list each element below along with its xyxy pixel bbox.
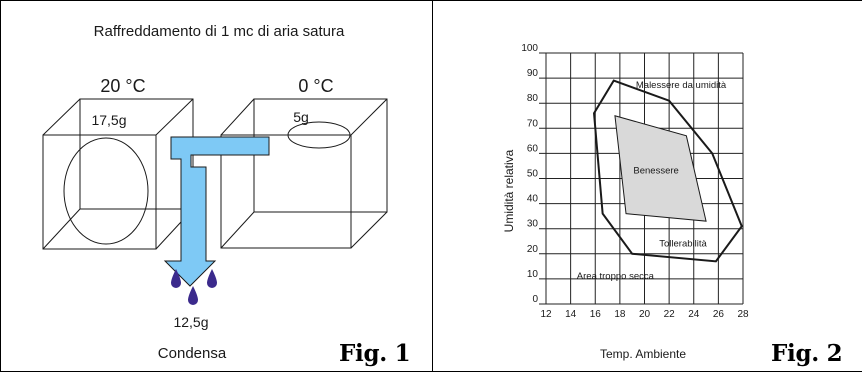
cold-water-ellipse bbox=[287, 121, 351, 149]
y-tick-label: 80 bbox=[527, 93, 539, 104]
warm-water-label: 17,5g bbox=[91, 112, 126, 128]
tolerable-zone-label: Tollerabilità bbox=[659, 238, 707, 249]
y-tick-label: 50 bbox=[527, 169, 539, 180]
figure-1-diagram: Raffreddamento di 1 mc di aria satura 20… bbox=[42, 23, 411, 367]
warm-temperature-label: 20 °C bbox=[100, 76, 145, 96]
x-tick-label: 16 bbox=[590, 309, 602, 320]
comfort-zone-label: Benessere bbox=[633, 165, 678, 176]
x-tick-label: 12 bbox=[540, 309, 552, 320]
comfort-chart: Umidità relativa Temp. Ambiente Fig. 2 1… bbox=[502, 43, 843, 367]
x-tick-label: 20 bbox=[639, 309, 651, 320]
y-tick-label: 30 bbox=[527, 219, 539, 230]
x-tick-label: 26 bbox=[713, 309, 725, 320]
dry-zone-label: Area troppo secca bbox=[577, 271, 655, 282]
warm-water-ellipse bbox=[63, 137, 149, 245]
fig2-label: Fig. 2 bbox=[771, 340, 842, 367]
condensed-water-label: 12,5g bbox=[173, 314, 208, 330]
fig1-caption: Condensa bbox=[158, 345, 227, 362]
flow-arrow-icon bbox=[163, 136, 270, 287]
water-drop-icon bbox=[207, 269, 217, 288]
figure-1-panel: Raffreddamento di 1 mc di aria satura 20… bbox=[0, 0, 433, 372]
y-tick-label: 20 bbox=[527, 244, 539, 255]
tolerable-zone-outline bbox=[592, 79, 743, 263]
warm-air-cube-icon bbox=[42, 98, 194, 250]
cold-temperature-label: 0 °C bbox=[298, 76, 333, 96]
water-drop-icon bbox=[171, 269, 181, 288]
y-tick-label: 100 bbox=[521, 43, 538, 54]
water-drop-icon bbox=[188, 286, 198, 305]
figure-2-panel: Umidità relativa Temp. Ambiente Fig. 2 1… bbox=[432, 0, 862, 372]
chart-xlabel: Temp. Ambiente bbox=[600, 347, 686, 361]
x-tick-label: 14 bbox=[565, 309, 577, 320]
comfort-zone-area bbox=[614, 115, 707, 222]
humid-zone-label: Malessere da umidità bbox=[636, 80, 727, 91]
chart-ylabel: Umidità relativa bbox=[502, 149, 516, 232]
x-tick-label: 18 bbox=[614, 309, 626, 320]
cold-water-label: 5g bbox=[293, 109, 309, 125]
x-tick-label: 28 bbox=[737, 309, 749, 320]
x-tick-label: 24 bbox=[688, 309, 700, 320]
y-tick-label: 10 bbox=[527, 269, 539, 280]
y-tick-label: 60 bbox=[527, 143, 539, 154]
fig1-title: Raffreddamento di 1 mc di aria satura bbox=[94, 23, 345, 40]
y-tick-label: 70 bbox=[527, 118, 539, 129]
y-tick-label: 40 bbox=[527, 194, 539, 205]
y-tick-label: 0 bbox=[532, 294, 538, 305]
x-tick-label: 22 bbox=[664, 309, 676, 320]
cold-air-cube-icon bbox=[220, 98, 388, 249]
y-tick-label: 90 bbox=[527, 68, 539, 79]
fig1-label: Fig. 1 bbox=[339, 340, 410, 367]
